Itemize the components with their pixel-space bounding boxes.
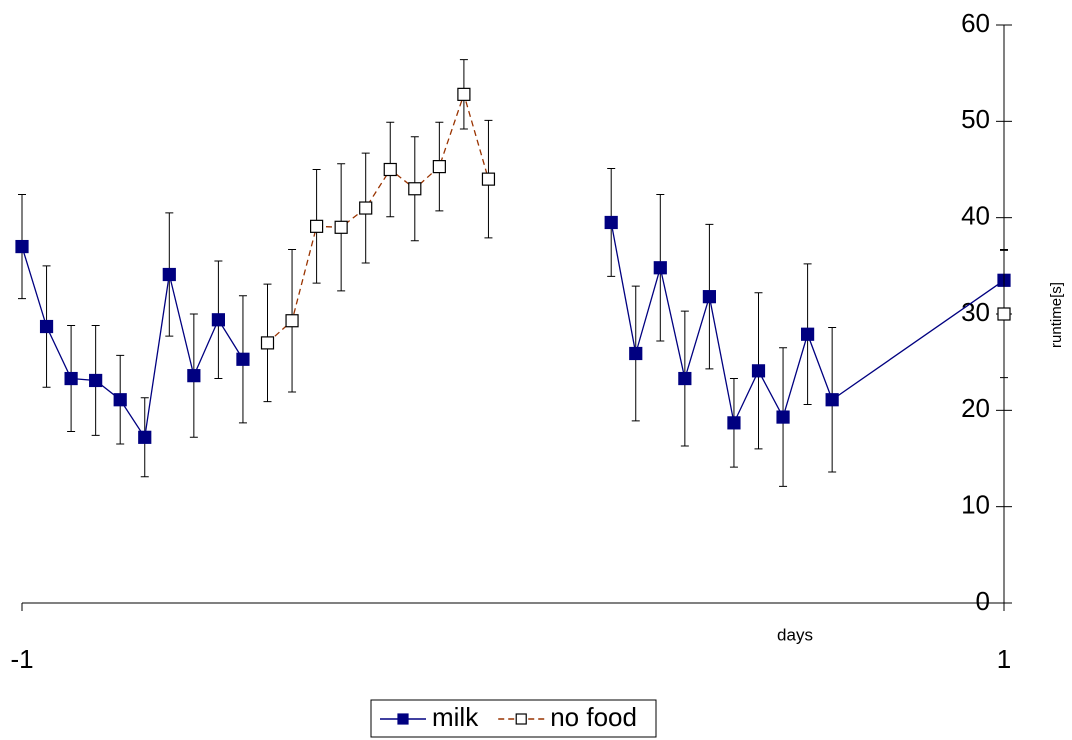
x-tick-label: 1 (997, 644, 1011, 674)
marker (334, 220, 348, 234)
marker (481, 172, 496, 186)
marker (236, 352, 250, 366)
marker (15, 239, 29, 254)
y-axis-label: runtime[s] (1048, 282, 1065, 348)
marker (359, 201, 373, 215)
x-axis-label: days (777, 625, 813, 644)
marker (751, 364, 766, 378)
marker (113, 393, 127, 407)
marker (702, 290, 717, 304)
marker (310, 219, 324, 233)
marker (285, 314, 299, 328)
marker (162, 267, 176, 282)
marker (408, 182, 422, 196)
marker (997, 307, 1011, 321)
x-tick-label: -1 (10, 644, 33, 674)
y-tick-label: 30 (961, 297, 990, 327)
y-tick-label: 60 (961, 8, 990, 38)
marker (604, 215, 618, 230)
y-tick-label: 0 (976, 586, 990, 616)
legend-label: milk (432, 702, 479, 732)
marker (727, 416, 741, 430)
marker (457, 87, 471, 101)
marker (825, 393, 839, 407)
legend-label: no food (550, 702, 637, 732)
marker (776, 410, 790, 424)
marker (187, 369, 201, 383)
marker (653, 261, 667, 275)
legend-marker (515, 713, 527, 725)
y-tick-label: 10 (961, 490, 990, 520)
marker (260, 336, 275, 350)
marker (678, 371, 692, 386)
marker (629, 346, 643, 361)
y-tick-label: 50 (961, 104, 990, 134)
marker (64, 371, 78, 386)
y-tick-label: 20 (961, 393, 990, 423)
marker (383, 162, 397, 177)
marker (432, 160, 446, 174)
marker (211, 313, 225, 327)
marker (138, 430, 152, 444)
y-tick-label: 40 (961, 201, 990, 231)
legend-marker (397, 713, 409, 725)
marker (800, 327, 815, 341)
marker (39, 319, 54, 334)
marker (89, 373, 103, 388)
